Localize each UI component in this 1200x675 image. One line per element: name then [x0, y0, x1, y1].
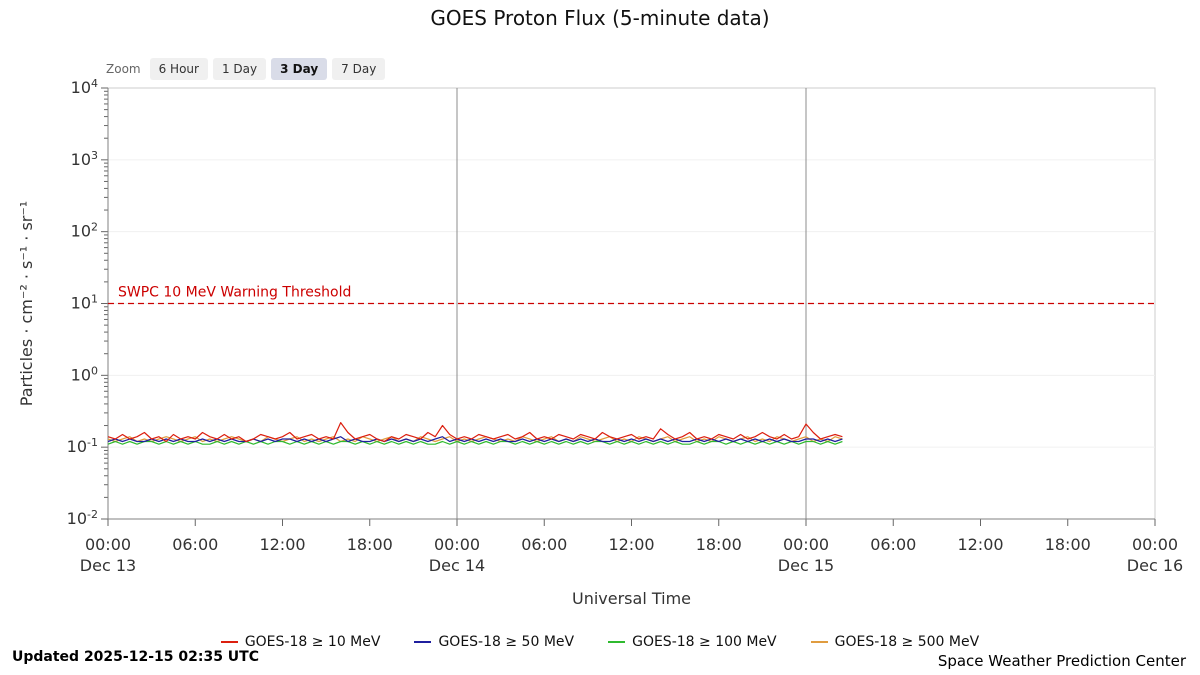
updated-timestamp: Updated 2025-12-15 02:35 UTC — [12, 649, 259, 665]
legend-item-100mev: GOES-18 ≥ 100 MeV — [608, 634, 777, 650]
legend-line-50mev-swatch — [414, 641, 432, 643]
legend-label-500mev: GOES-18 ≥ 500 MeV — [834, 634, 980, 650]
x-axis-title: Universal Time — [571, 589, 691, 608]
x-tick-label: 18:00 — [696, 535, 742, 554]
y-tick-label: 100 — [71, 364, 98, 384]
zoom-toolbar: Zoom 6 Hour 1 Day 3 Day 7 Day — [106, 58, 386, 80]
legend-label-10mev: GOES-18 ≥ 10 MeV — [244, 634, 381, 650]
legend-item-500mev: GOES-18 ≥ 500 MeV — [810, 634, 980, 650]
legend-label-100mev: GOES-18 ≥ 100 MeV — [632, 634, 777, 650]
legend-line-100mev-swatch — [608, 641, 626, 643]
x-tick-label: 00:00 — [434, 535, 480, 554]
x-tick-label: 06:00 — [172, 535, 218, 554]
y-tick-label: 10-1 — [67, 436, 98, 456]
zoom-button-6hour[interactable]: 6 Hour — [149, 58, 208, 80]
legend-item-50mev: GOES-18 ≥ 50 MeV — [414, 634, 574, 650]
x-tick-label: 00:00 — [1132, 535, 1178, 554]
x-date-label: Dec 14 — [429, 556, 485, 575]
x-tick-label: 18:00 — [347, 535, 393, 554]
zoom-button-1day[interactable]: 1 Day — [212, 58, 267, 80]
legend-line-10mev-swatch — [220, 641, 238, 643]
x-tick-label: 12:00 — [608, 535, 654, 554]
credit-text: Space Weather Prediction Center — [937, 652, 1186, 670]
zoom-label: Zoom — [106, 62, 141, 76]
threshold-label: SWPC 10 MeV Warning Threshold — [118, 285, 351, 301]
y-tick-label: 101 — [71, 293, 98, 313]
legend: GOES-18 ≥ 10 MeV GOES-18 ≥ 50 MeV GOES-1… — [0, 634, 1200, 650]
x-date-label: Dec 13 — [80, 556, 136, 575]
legend-line-500mev-swatch — [810, 641, 828, 643]
zoom-button-7day[interactable]: 7 Day — [332, 58, 386, 80]
y-tick-label: 102 — [71, 221, 98, 241]
series-line-1 — [107, 436, 843, 443]
y-tick-label: 10-2 — [67, 508, 98, 528]
x-tick-label: 18:00 — [1045, 535, 1091, 554]
y-tick-label: 104 — [71, 77, 98, 97]
x-tick-label: 00:00 — [85, 535, 131, 554]
y-axis-title: Particles · cm⁻² · s⁻¹ · sr⁻¹ — [17, 201, 36, 406]
x-tick-label: 12:00 — [957, 535, 1003, 554]
x-date-label: Dec 15 — [778, 556, 834, 575]
series-line-0 — [107, 422, 843, 443]
zoom-button-3day[interactable]: 3 Day — [271, 58, 328, 80]
x-tick-label: 06:00 — [870, 535, 916, 554]
series-line-2 — [107, 440, 843, 445]
x-tick-label: 12:00 — [259, 535, 305, 554]
x-tick-label: 06:00 — [521, 535, 567, 554]
y-tick-label: 103 — [71, 149, 98, 169]
legend-label-50mev: GOES-18 ≥ 50 MeV — [438, 634, 575, 650]
x-date-label: Dec 16 — [1127, 556, 1183, 575]
x-tick-label: 00:00 — [783, 535, 829, 554]
page-title: GOES Proton Flux (5-minute data) — [430, 6, 770, 30]
legend-item-10mev: GOES-18 ≥ 10 MeV — [220, 634, 381, 650]
